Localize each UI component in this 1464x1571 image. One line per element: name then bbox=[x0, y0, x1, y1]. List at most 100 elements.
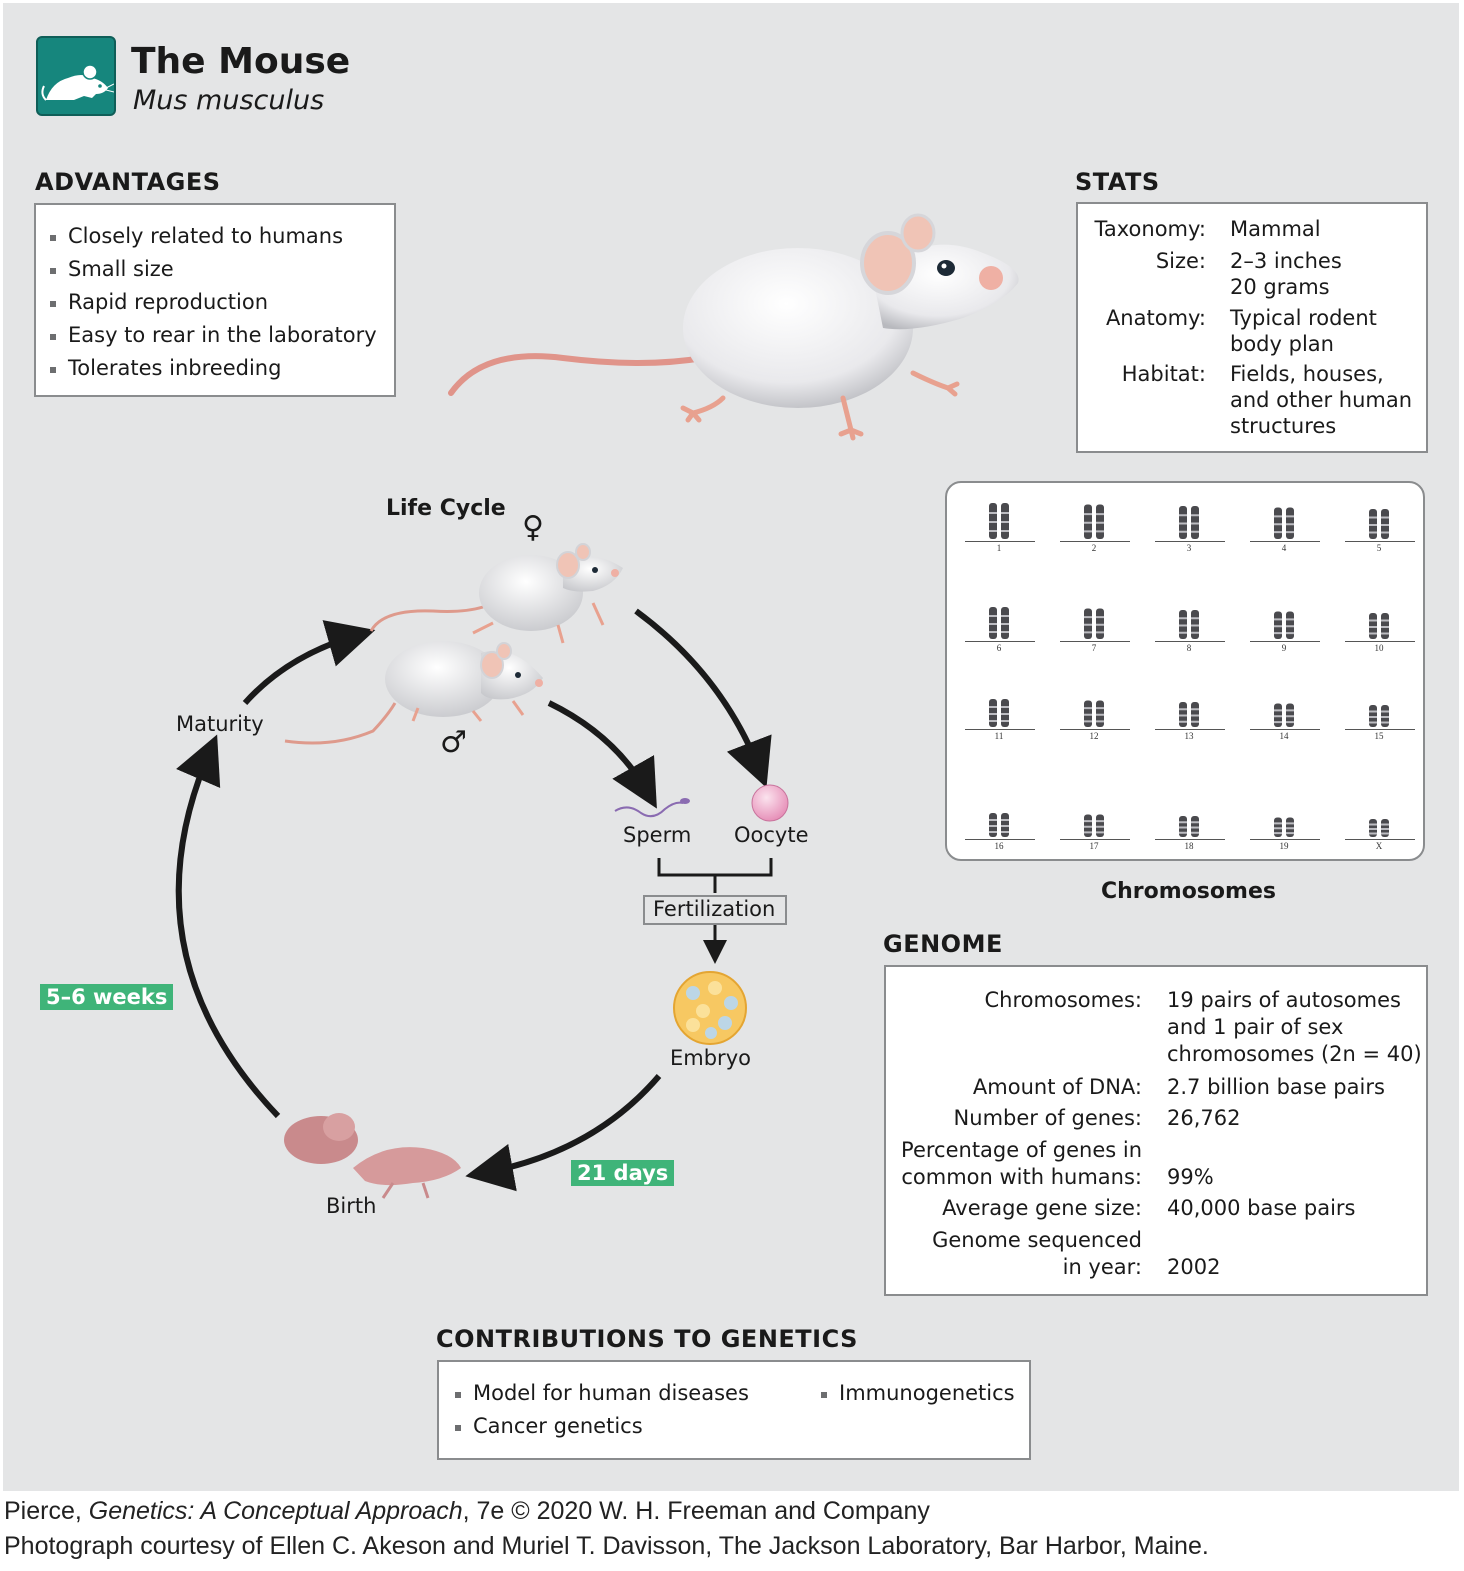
chromosome-pair-19: 19 bbox=[1244, 793, 1324, 853]
chromosome-baseline bbox=[1060, 541, 1130, 542]
chromosome-baseline bbox=[965, 541, 1035, 542]
genome-label-common-1: Percentage of genes in bbox=[901, 1138, 1142, 1162]
genome-value-chromosomes-1: 19 pairs of autosomes bbox=[1167, 988, 1401, 1012]
chromosome-icon bbox=[1369, 819, 1389, 837]
chromosome-label: 6 bbox=[996, 643, 1002, 653]
stats-label-habitat: Habitat: bbox=[1121, 362, 1206, 386]
stats-heading: STATS bbox=[1075, 168, 1160, 196]
chromosome-label: 19 bbox=[1279, 841, 1289, 851]
chromosome-pair-17: 17 bbox=[1054, 793, 1134, 853]
chromosome-icon bbox=[989, 813, 1009, 837]
chromosome-label: 1 bbox=[996, 543, 1002, 553]
stats-box bbox=[1076, 202, 1428, 453]
contributions-box bbox=[437, 1360, 1031, 1460]
chromosome-icon bbox=[1274, 507, 1294, 539]
chromosome-baseline bbox=[1250, 541, 1320, 542]
genome-label-dna: Amount of DNA: bbox=[972, 1075, 1142, 1099]
chromosome-icon bbox=[1084, 814, 1104, 837]
arrow-embryo-to-birth bbox=[465, 1074, 662, 1192]
chromosome-pair-1: 1 bbox=[959, 495, 1039, 555]
chromosome-label: 18 bbox=[1184, 841, 1194, 851]
male-symbol: ♂ bbox=[440, 725, 467, 760]
chromosome-icon bbox=[1369, 705, 1389, 727]
chromosome-pair-6: 6 bbox=[959, 595, 1039, 655]
chromosome-label: 11 bbox=[994, 731, 1004, 741]
chromosome-label: 15 bbox=[1374, 731, 1384, 741]
chromosome-baseline bbox=[1345, 541, 1415, 542]
stats-label-size: Size: bbox=[1155, 249, 1206, 273]
male-mouse bbox=[284, 641, 543, 745]
chromosome-baseline bbox=[1060, 839, 1130, 840]
chromosome-pair-11: 11 bbox=[959, 683, 1039, 743]
chromosome-icon bbox=[989, 503, 1009, 539]
chromosome-icon bbox=[1084, 700, 1104, 727]
fertilization-bracket bbox=[657, 858, 773, 893]
chromosome-pair-7: 7 bbox=[1054, 595, 1134, 655]
citation-book-title: Genetics: A Conceptual Approach bbox=[88, 1497, 463, 1525]
chromosome-baseline bbox=[1155, 729, 1225, 730]
citation-line: Pierce, Genetics: A Conceptual Approach,… bbox=[4, 1497, 930, 1526]
chromosome-icon bbox=[1274, 817, 1294, 837]
chromosome-baseline bbox=[1060, 641, 1130, 642]
chromosome-baseline bbox=[1060, 729, 1130, 730]
chromosome-label: 2 bbox=[1091, 543, 1097, 553]
karyotype-caption: Chromosomes bbox=[1101, 879, 1276, 904]
chromosome-icon bbox=[1179, 610, 1199, 639]
chromosome-label: 4 bbox=[1281, 543, 1287, 553]
chromosome-pair-5: 5 bbox=[1339, 495, 1419, 555]
chromosome-pair-2: 2 bbox=[1054, 495, 1134, 555]
arrow-maturity-to-adults bbox=[242, 620, 376, 706]
logo-tile bbox=[36, 36, 116, 116]
genome-label-chromosomes: Chromosomes: bbox=[984, 988, 1142, 1012]
embryo-icon bbox=[673, 971, 747, 1045]
advantage-item: Easy to rear in the laboratory bbox=[48, 319, 394, 352]
chromosome-pair-18: 18 bbox=[1149, 793, 1229, 853]
genome-value-sequenced: 2002 bbox=[1167, 1255, 1221, 1279]
citation-publisher: , 7e © 2020 W. H. Freeman and Company bbox=[462, 1497, 930, 1525]
chromosome-pair-10: 10 bbox=[1339, 595, 1419, 655]
page-title: The Mouse bbox=[131, 41, 351, 82]
chromosome-label: 12 bbox=[1089, 731, 1099, 741]
chromosome-icon bbox=[989, 699, 1009, 727]
contributions-list-right: Immunogenetics bbox=[819, 1377, 1015, 1410]
oocyte-label: Oocyte bbox=[734, 823, 809, 847]
chromosome-baseline bbox=[1155, 541, 1225, 542]
arrow-birth-to-maturity bbox=[175, 734, 281, 1119]
genome-box bbox=[884, 965, 1428, 1296]
chromosome-pair-9: 9 bbox=[1244, 595, 1324, 655]
chromosome-label: 5 bbox=[1376, 543, 1382, 553]
genome-value-genes: 26,762 bbox=[1167, 1106, 1241, 1130]
advantages-box: Closely related to humans Small size Rap… bbox=[34, 203, 396, 397]
stats-value-anatomy-2: body plan bbox=[1230, 332, 1334, 356]
fertilization-box bbox=[643, 895, 787, 925]
genome-label-sequenced-2: in year: bbox=[1062, 1255, 1142, 1279]
arrow-female-to-oocyte bbox=[634, 608, 772, 788]
chromosome-label: 8 bbox=[1186, 643, 1192, 653]
chromosome-label: 7 bbox=[1091, 643, 1097, 653]
contributions-list-left: Model for human diseases Cancer genetics bbox=[453, 1377, 749, 1443]
chromosome-icon bbox=[1084, 608, 1104, 639]
arrow-male-to-sperm bbox=[547, 700, 657, 809]
genome-value-chromosomes-2: and 1 pair of sex bbox=[1167, 1015, 1344, 1039]
chromosome-baseline bbox=[1345, 729, 1415, 730]
chromosome-baseline bbox=[1345, 641, 1415, 642]
stats-value-habitat-3: structures bbox=[1230, 414, 1337, 438]
female-symbol: ♀ bbox=[522, 510, 544, 545]
genome-value-common: 99% bbox=[1167, 1165, 1214, 1189]
chromosome-label: X bbox=[1375, 841, 1383, 851]
mouse-illustration bbox=[448, 213, 1019, 441]
life-cycle-title: Life Cycle bbox=[386, 496, 506, 521]
stats-value-anatomy-1: Typical rodent bbox=[1230, 306, 1377, 330]
chromosome-baseline bbox=[965, 839, 1035, 840]
chromosome-pair-4: 4 bbox=[1244, 495, 1324, 555]
chromosome-icon bbox=[1274, 611, 1294, 639]
chromosome-baseline bbox=[1345, 839, 1415, 840]
chromosome-pair-8: 8 bbox=[1149, 595, 1229, 655]
stats-label-anatomy: Anatomy: bbox=[1105, 306, 1206, 330]
chromosome-label: 17 bbox=[1089, 841, 1099, 851]
newborn-pups bbox=[284, 1113, 461, 1199]
advantage-item: Small size bbox=[48, 253, 394, 286]
chromosome-pair-15: 15 bbox=[1339, 683, 1419, 743]
birth-label: Birth bbox=[326, 1194, 377, 1218]
chromosome-pair-12: 12 bbox=[1054, 683, 1134, 743]
